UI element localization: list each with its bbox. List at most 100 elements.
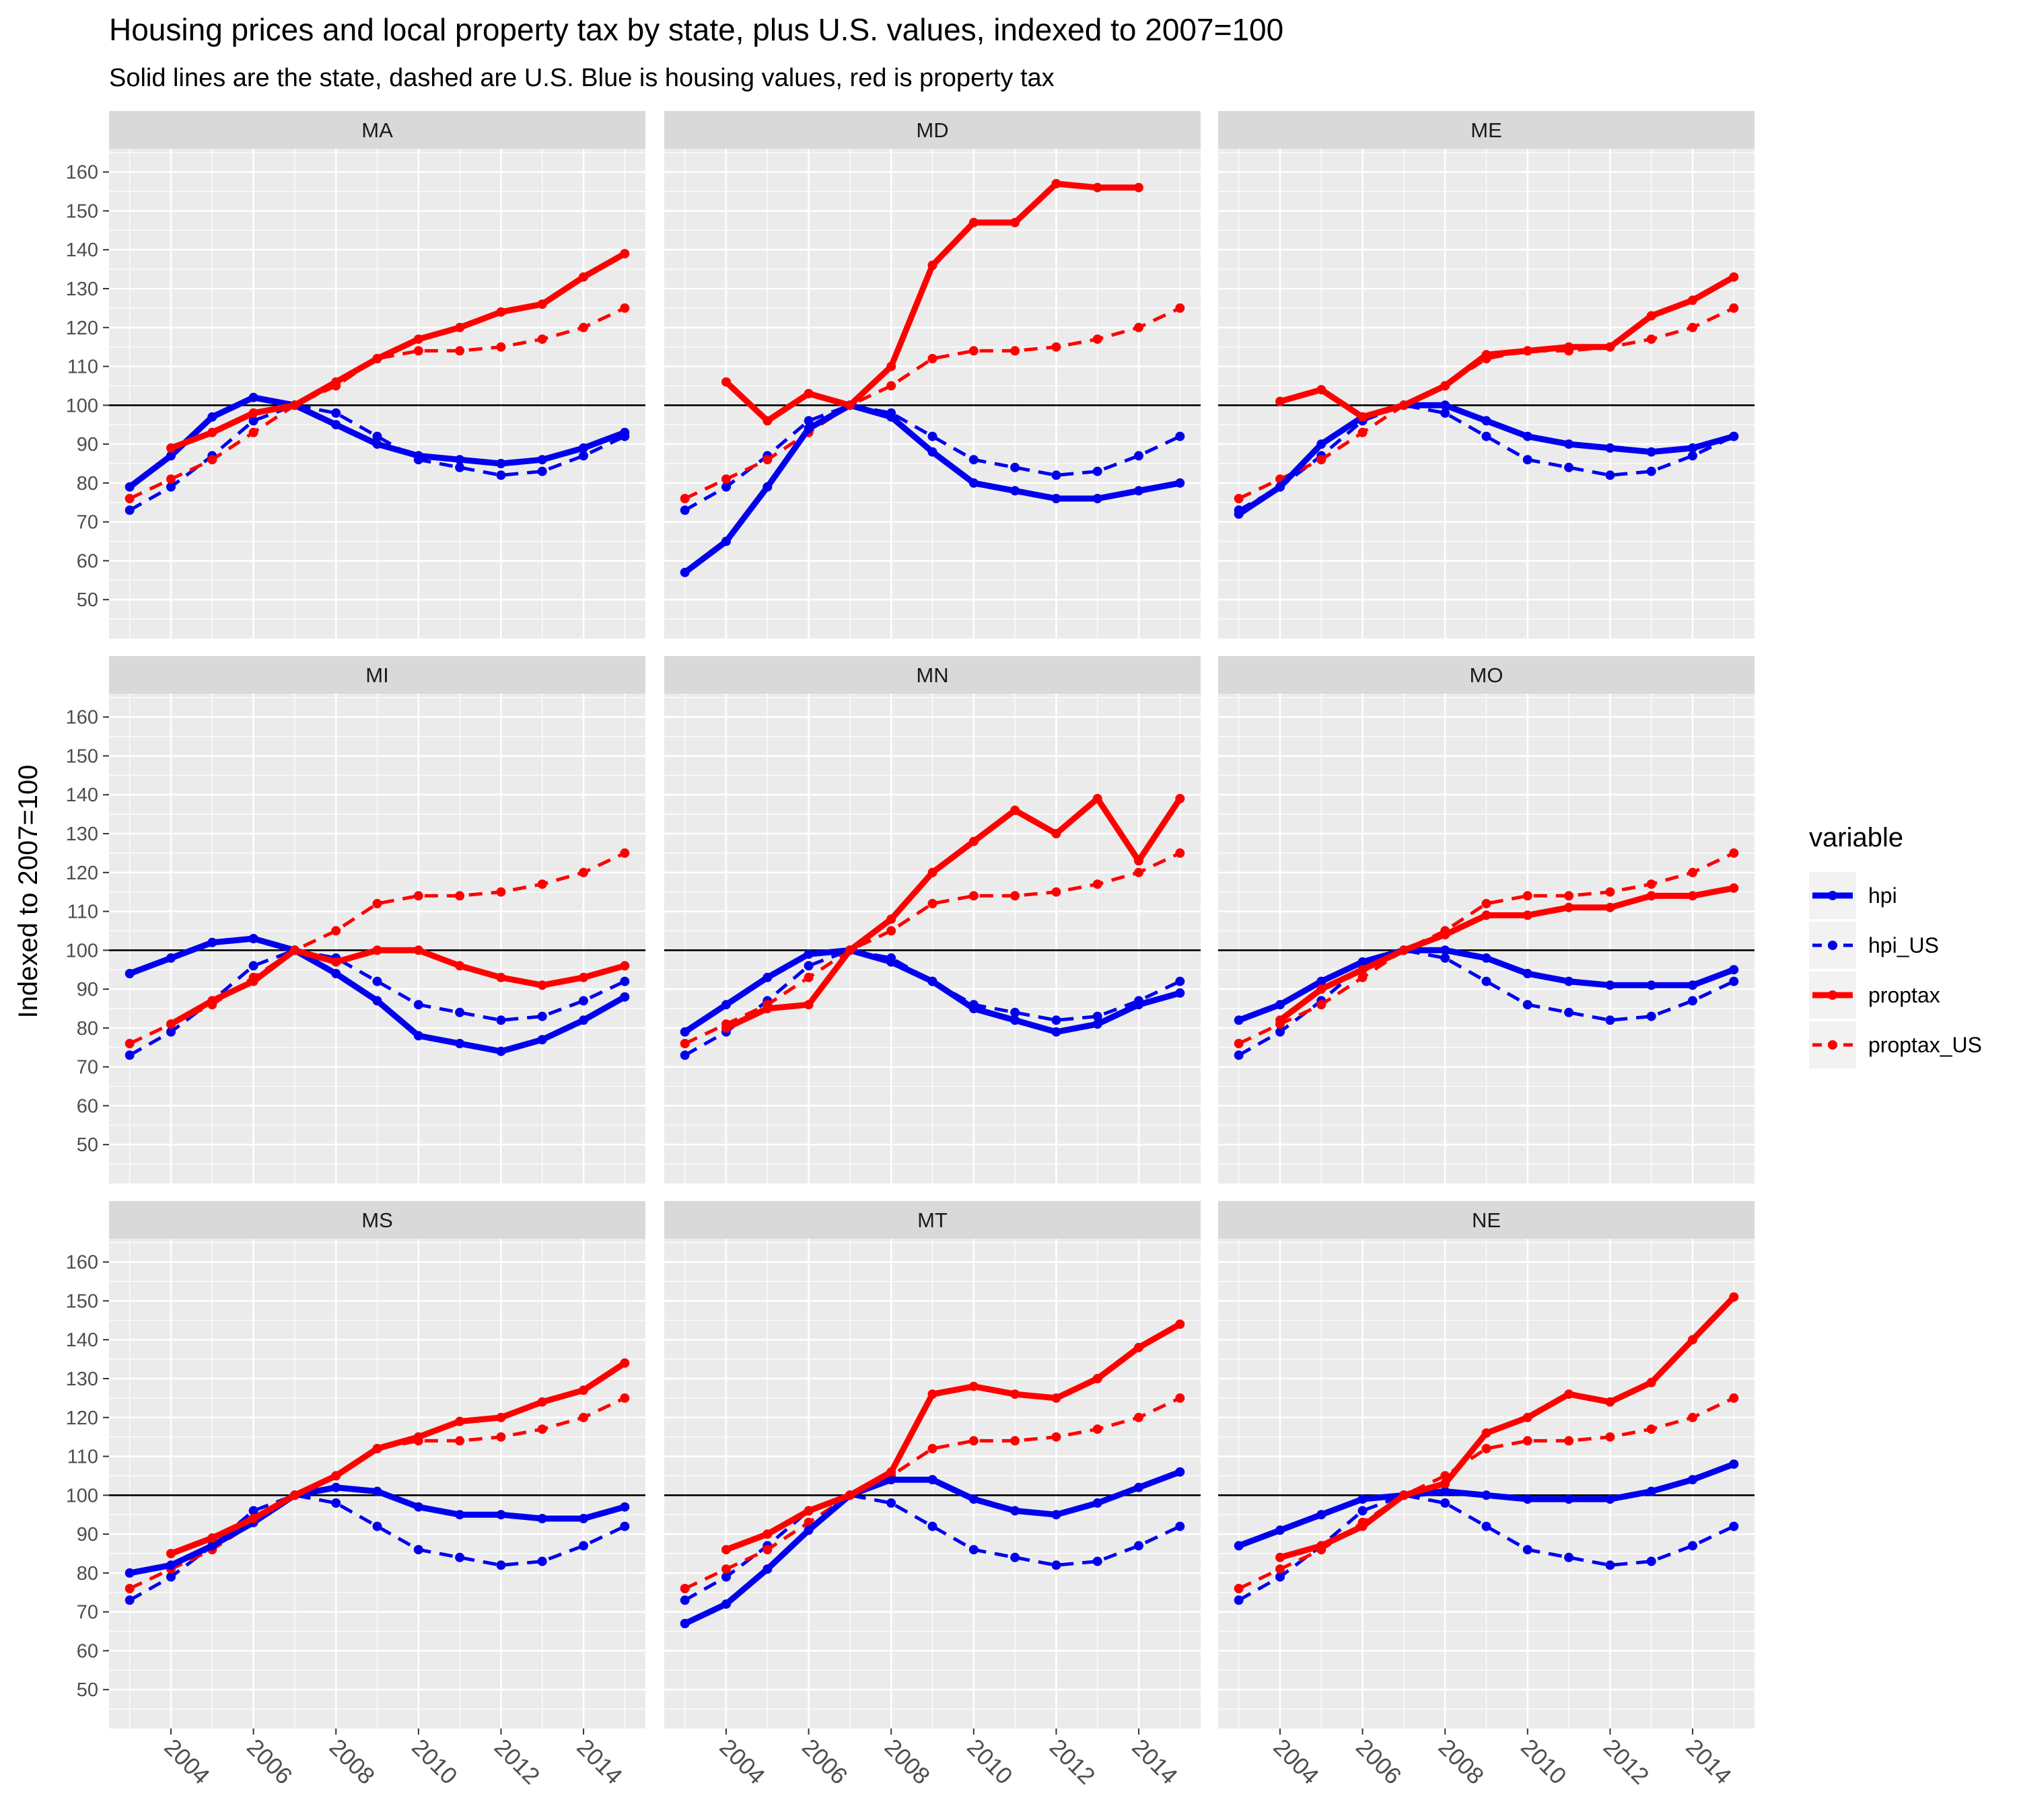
series-proptax [721,794,1185,1033]
data-point [1051,1510,1061,1520]
data-point [1357,972,1368,982]
data-point [579,1541,588,1551]
data-point [927,431,937,441]
series-hpi [1234,1459,1739,1551]
data-point [721,1000,731,1010]
panel-me: ME [1218,111,1755,639]
y-tick-label: 150 [66,745,98,767]
data-point [1729,1459,1739,1469]
data-point [721,1545,731,1555]
data-point [1522,455,1532,465]
data-point [1357,427,1368,437]
data-point [804,961,814,971]
data-point [886,926,896,936]
series-proptax [166,1358,630,1558]
data-point [1175,303,1185,313]
data-point [1134,182,1143,192]
data-point [1605,443,1615,453]
data-point [248,427,258,437]
data-point [1564,976,1574,986]
data-point [1564,891,1574,901]
data-point [886,957,896,967]
data-point [1051,1015,1061,1025]
data-point [1481,1444,1491,1453]
data-point [496,1015,506,1025]
data-point [763,482,773,492]
data-point [804,972,814,982]
panel-mi: MI 50 60 70 80 90 100 110 120 130 140 150 160 [66,656,645,1184]
data-point [1275,1552,1285,1562]
y-tick-label: 150 [66,1290,98,1312]
data-point [537,980,547,990]
y-tick-label: 100 [66,1485,98,1506]
data-point [248,976,258,986]
data-point [1051,1393,1061,1403]
data-point [1522,969,1532,978]
data-point [1316,439,1326,449]
data-point [1646,1377,1656,1387]
y-tick-label: 140 [66,1330,98,1351]
y-tick-label: 140 [66,785,98,806]
data-point [579,972,588,982]
series-line-proptax [1277,885,1737,1023]
data-point [1646,1424,1656,1434]
legend-key-point [1828,941,1837,950]
data-point [166,1560,176,1570]
data-point [1522,431,1532,441]
data-point [1010,1389,1020,1399]
data-point [1010,1015,1020,1025]
data-point [763,972,773,982]
data-point [1481,953,1491,963]
data-point [331,1498,341,1508]
data-point [1646,879,1656,889]
data-point [125,1595,135,1605]
data-point [804,1525,814,1535]
data-point [1275,1572,1285,1582]
data-point [1688,891,1697,901]
data-point [1010,346,1020,356]
data-point [1729,272,1739,282]
data-point [1564,1552,1574,1562]
data-point [1481,1521,1491,1531]
data-point [413,891,423,901]
data-point [1398,1490,1409,1500]
y-tick-label: 100 [66,940,98,961]
data-point [455,346,465,356]
data-point [927,976,937,986]
data-point [620,976,630,986]
data-point [1688,1335,1697,1345]
facet-strip [109,656,645,694]
panel-ma: MA 50 60 70 80 90 100 110 120 130 140 150 160 [66,111,645,639]
y-tick-label: 60 [77,550,98,572]
data-point [579,1385,588,1395]
data-point [1646,334,1656,344]
data-point [579,322,588,332]
series-proptax_US [680,303,1185,503]
data-point [1564,342,1574,352]
data-point [1605,1494,1615,1504]
facet-label: MO [1470,663,1503,687]
data-point [455,322,465,332]
data-point [413,1432,423,1442]
data-point [166,451,176,461]
data-point [620,1358,630,1368]
data-point [413,451,423,461]
data-point [1092,494,1102,503]
data-point [372,899,382,908]
y-tick-label: 60 [77,1095,98,1117]
facet-panels: MA 50 60 70 80 90 100 110 120 130 140 150 160 MD ME MI 5… [66,111,1755,1790]
data-point [1234,1541,1244,1551]
data-point [413,334,423,344]
data-point [331,969,341,978]
data-point [1729,976,1739,986]
series-line-proptax [1277,274,1737,421]
data-point [1522,346,1532,356]
data-point [1688,322,1697,332]
data-point [496,470,506,480]
data-point [496,972,506,982]
data-point [845,1490,855,1500]
y-tick-label: 110 [67,357,98,378]
chart-title: Housing prices and local property tax by… [109,12,1283,47]
data-point [579,272,588,282]
data-point [1440,930,1450,940]
